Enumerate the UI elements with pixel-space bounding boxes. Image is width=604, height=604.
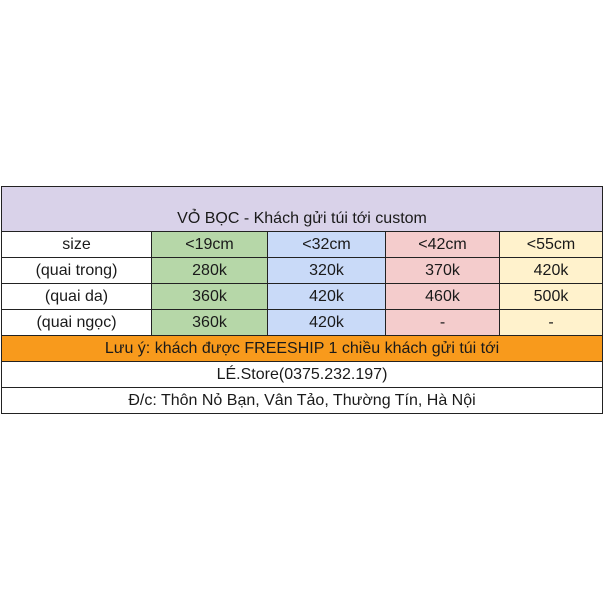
price-cell: 500k (498, 283, 604, 310)
size-32cm: <32cm (267, 231, 386, 258)
price-cell: - (498, 309, 604, 336)
price-cell: 280k (151, 257, 268, 284)
table-row: (quai trong) 280k 320k 370k 420k (1, 257, 604, 284)
size-42cm: <42cm (385, 231, 500, 258)
table-title: VỎ BỌC - Khách gửi túi tới custom (0, 186, 604, 232)
title-row: VỎ BỌC - Khách gửi túi tới custom (0, 186, 604, 232)
price-cell: 420k (267, 309, 386, 336)
price-cell: 320k (267, 257, 386, 284)
size-header-row: size <19cm <32cm <42cm <55cm (1, 231, 604, 258)
size-label: size (1, 231, 152, 258)
price-cell: 460k (385, 283, 500, 310)
store-row: LÉ.Store(0375.232.197) (0, 361, 604, 388)
price-table: VỎ BỌC - Khách gửi túi tới custom size <… (0, 186, 604, 414)
freeship-note: Lưu ý: khách được FREESHIP 1 chiều khách… (0, 335, 604, 362)
table-row: (quai da) 360k 420k 460k 500k (1, 283, 604, 310)
row-label: (quai trong) (1, 257, 152, 284)
price-cell: - (385, 309, 500, 336)
store-contact: LÉ.Store(0375.232.197) (0, 361, 604, 388)
price-cell: 420k (498, 257, 604, 284)
address-row: Đ/c: Thôn Nỏ Bạn, Vân Tảo, Thường Tín, H… (0, 387, 604, 414)
table-row: (quai ngọc) 360k 420k - - (1, 309, 604, 336)
row-label: (quai da) (1, 283, 152, 310)
price-cell: 360k (151, 309, 268, 336)
size-19cm: <19cm (151, 231, 268, 258)
row-label: (quai ngọc) (1, 309, 152, 336)
size-55cm: <55cm (498, 231, 604, 258)
note-row: Lưu ý: khách được FREESHIP 1 chiều khách… (0, 335, 604, 362)
price-cell: 360k (151, 283, 268, 310)
price-cell: 420k (267, 283, 386, 310)
store-address: Đ/c: Thôn Nỏ Bạn, Vân Tảo, Thường Tín, H… (0, 387, 604, 414)
price-cell: 370k (385, 257, 500, 284)
